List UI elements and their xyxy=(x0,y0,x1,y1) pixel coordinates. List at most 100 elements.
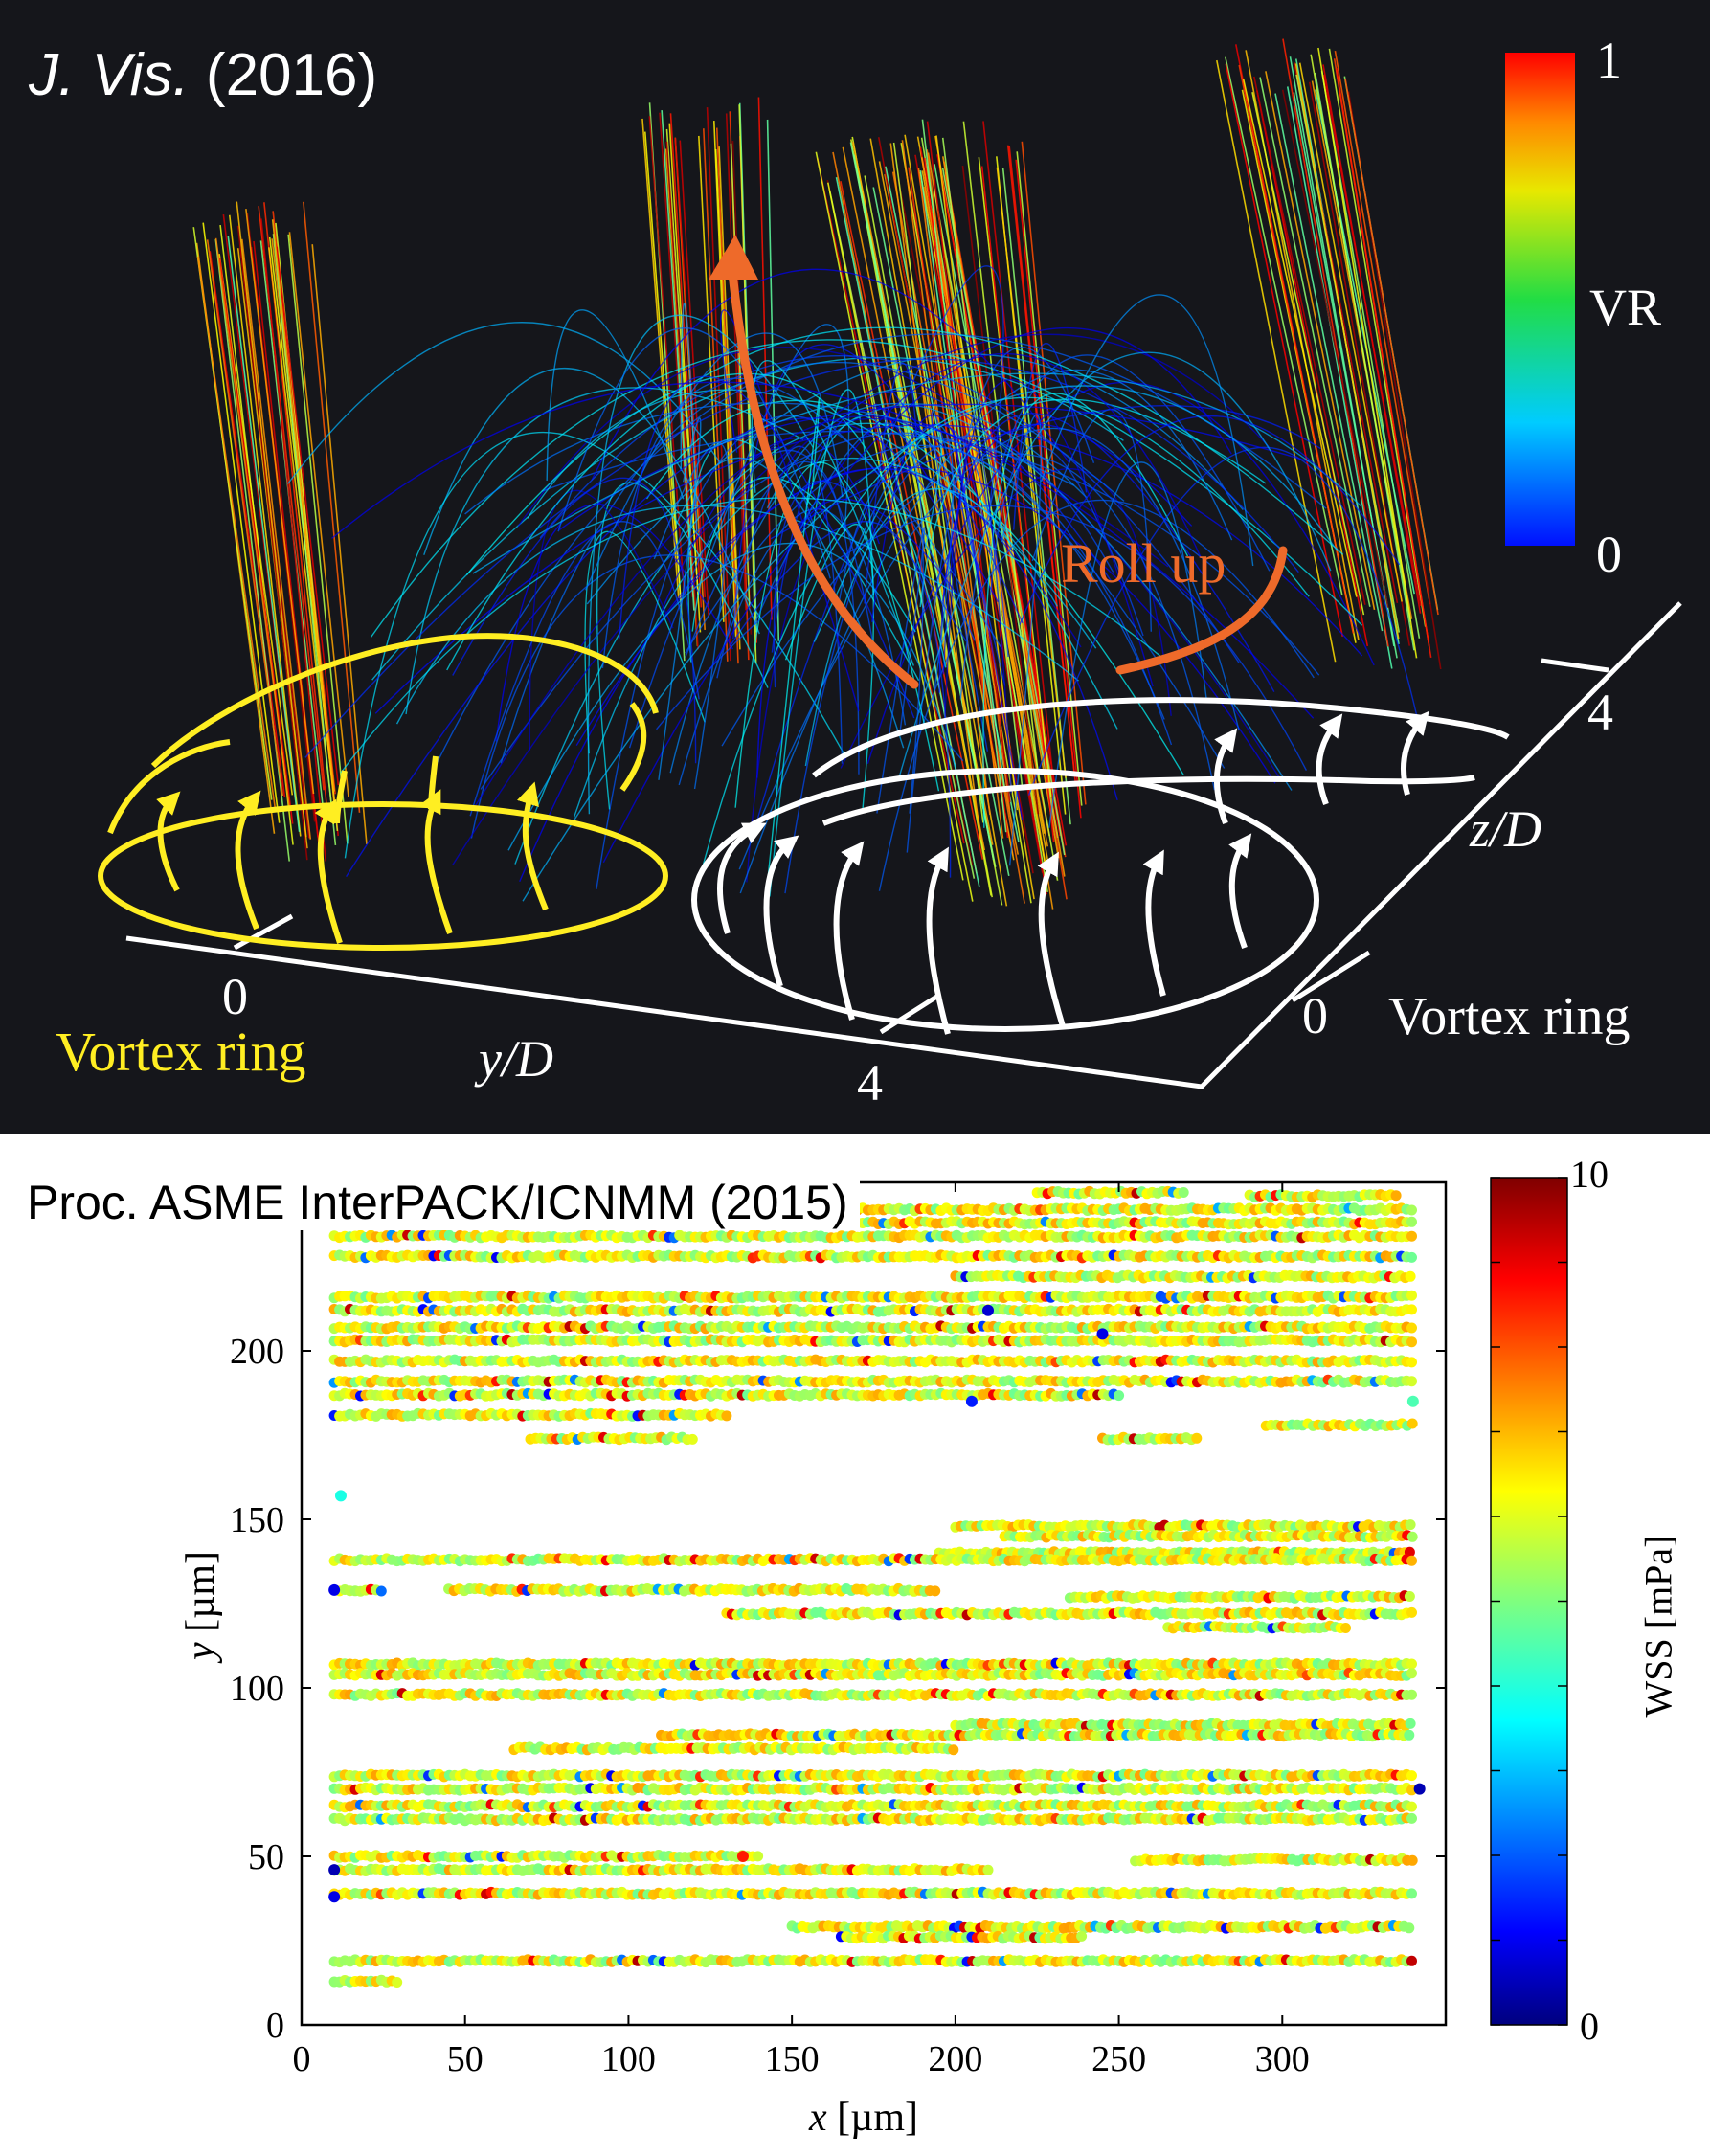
streamline xyxy=(648,116,686,595)
streamline xyxy=(753,422,924,814)
track-point xyxy=(1405,1270,1416,1282)
streamline xyxy=(1294,63,1400,640)
streamline xyxy=(943,438,1012,794)
streamline xyxy=(602,327,1232,864)
streamline xyxy=(926,121,1011,803)
right-vortex-ring xyxy=(691,697,1510,1035)
track-point xyxy=(721,1410,732,1422)
streamline xyxy=(573,457,1097,818)
streamline xyxy=(935,135,1019,811)
streamline xyxy=(934,164,1059,839)
track-point xyxy=(1191,1432,1203,1444)
streamline xyxy=(757,97,773,620)
streamline xyxy=(751,360,914,666)
z-axis-label: z/D xyxy=(1470,800,1542,858)
streamline xyxy=(1274,93,1384,632)
streamline xyxy=(276,246,340,786)
streamline xyxy=(643,131,682,601)
streamline xyxy=(1259,77,1371,607)
streamline xyxy=(901,140,991,815)
vr-colorbar xyxy=(1505,53,1575,546)
streamline xyxy=(769,389,875,897)
track-point xyxy=(1406,1322,1417,1334)
track-point xyxy=(375,1585,387,1597)
y-tick-4: 4 xyxy=(857,1054,883,1112)
streamline xyxy=(828,191,976,879)
streamline xyxy=(596,482,769,810)
streamline xyxy=(1225,63,1344,637)
streamline xyxy=(227,236,301,832)
streamline xyxy=(1317,47,1418,659)
streamline xyxy=(303,201,361,813)
streamline xyxy=(480,432,1173,790)
track-point xyxy=(1406,1689,1417,1700)
streamline-panel: J. Vis. (2016) 1 VR 0 Roll up 4 z/D 0 Vo… xyxy=(0,0,1710,1134)
streamline xyxy=(288,232,349,797)
roll-up-label: Roll up xyxy=(1061,532,1226,595)
streamline xyxy=(840,468,1172,769)
streamline xyxy=(423,367,760,635)
streamline xyxy=(653,441,731,790)
streamline xyxy=(766,119,780,641)
wss-panel: 0 50 100 150 200 250 300 0 50 100 150 200 Proc. ASM… xyxy=(0,1134,1710,2156)
streamline xyxy=(756,498,959,778)
streamline xyxy=(1238,64,1355,634)
streamline xyxy=(507,542,958,851)
streamline xyxy=(272,234,337,846)
streamline xyxy=(1344,79,1439,616)
streamline xyxy=(718,146,741,650)
streamline xyxy=(645,399,1184,775)
streamline xyxy=(773,480,967,688)
streamline xyxy=(1298,62,1403,602)
streamline xyxy=(729,521,952,878)
streamline xyxy=(546,309,685,500)
track-point xyxy=(1390,1190,1402,1202)
streamline xyxy=(716,445,844,764)
vr-label: VR xyxy=(1589,279,1662,336)
streamline xyxy=(770,405,1321,540)
streamline xyxy=(346,417,939,878)
roll-up-arrows xyxy=(728,268,1288,689)
streamline xyxy=(852,424,955,689)
streamline xyxy=(706,107,731,662)
streamline xyxy=(1252,76,1366,605)
streamline xyxy=(628,449,874,749)
streamline xyxy=(206,239,284,797)
streamline xyxy=(446,326,1344,671)
streamline xyxy=(1016,151,1083,806)
track-point xyxy=(1406,1251,1417,1263)
y-axis-label-3d: y/D xyxy=(479,1030,553,1088)
track-point xyxy=(1406,1230,1417,1242)
streamline xyxy=(514,422,1035,865)
streamline xyxy=(539,355,1240,664)
vr-min-label: 0 xyxy=(1596,526,1622,583)
track-point xyxy=(686,1433,698,1445)
streamline xyxy=(776,417,1169,568)
jvis-citation: J. Vis. (2016) xyxy=(29,46,377,105)
jvis-journal-name: J. Vis. xyxy=(29,42,190,108)
streamline xyxy=(659,112,694,597)
track-point xyxy=(1406,1770,1417,1782)
streamline xyxy=(287,234,349,844)
streamline xyxy=(668,123,702,633)
streamline xyxy=(1019,415,1401,625)
streamline xyxy=(931,411,1006,752)
streamline xyxy=(982,393,1189,828)
streamline xyxy=(920,137,1048,893)
track-point xyxy=(1406,1555,1417,1566)
streamline xyxy=(1216,59,1337,663)
streamline xyxy=(739,369,1233,894)
streamline xyxy=(1021,141,1087,805)
streamline xyxy=(522,385,1339,902)
streamline xyxy=(469,521,700,817)
streamline xyxy=(658,417,702,780)
streamline xyxy=(470,554,964,839)
track-point xyxy=(1406,1304,1417,1315)
streamlines xyxy=(192,38,1442,910)
streamline xyxy=(344,431,846,859)
track-point xyxy=(1406,1658,1417,1670)
track-point xyxy=(1406,1606,1417,1618)
track-point xyxy=(1404,1729,1415,1741)
